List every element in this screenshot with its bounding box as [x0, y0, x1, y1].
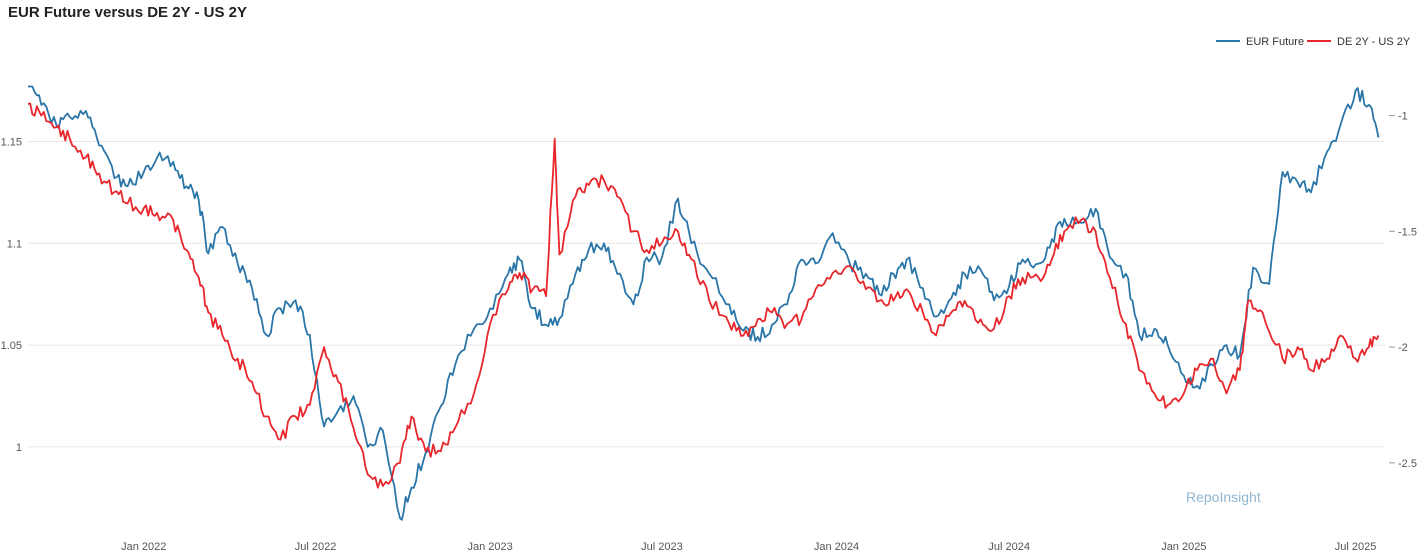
- x-tick-jul-2024: Jul 2024: [988, 541, 1030, 553]
- legend[interactable]: EUR Future DE 2Y - US 2Y: [1216, 36, 1411, 48]
- x-tick-jan-2022: Jan 2022: [121, 541, 166, 553]
- watermark: RepoInsight: [1186, 489, 1261, 505]
- x-tick-jul-2023: Jul 2023: [641, 541, 683, 553]
- legend-label-eur-future[interactable]: EUR Future: [1246, 36, 1304, 48]
- series-lines: [27, 85, 1380, 521]
- y-right-tick-2-5: -2.5: [1398, 458, 1417, 470]
- y-left-tick-1-1: 1.1: [7, 238, 22, 250]
- chart-title: EUR Future versus DE 2Y - US 2Y: [8, 4, 247, 21]
- x-tick-jan-2024: Jan 2024: [814, 541, 859, 553]
- y-left-tick-1-15: 1.15: [1, 136, 22, 148]
- series-line-eur-future[interactable]: [27, 85, 1380, 521]
- y-right-tick-1: -1: [1398, 111, 1408, 123]
- y-left-tick-1: 1: [16, 442, 22, 454]
- x-tick-jan-2023: Jan 2023: [468, 541, 513, 553]
- y-axis-right-labels: -1 -1.5 -2 -2.5: [1389, 111, 1417, 470]
- y-right-tick-2: -2: [1398, 342, 1408, 354]
- y-right-tick-1-5: -1.5: [1398, 226, 1417, 238]
- y-left-tick-1-05: 1.05: [1, 340, 22, 352]
- x-tick-jan-2025: Jan 2025: [1161, 541, 1206, 553]
- series-line-de-2y-us-2y[interactable]: [27, 102, 1380, 489]
- x-axis-labels: Jan 2022 Jul 2022 Jan 2023 Jul 2023 Jan 2024…: [121, 541, 1376, 553]
- y-axis-left-labels: 1 1.05 1.1 1.15: [1, 136, 22, 453]
- legend-label-de2y-us2y[interactable]: DE 2Y - US 2Y: [1337, 36, 1411, 48]
- gridlines: [28, 140, 1385, 448]
- x-tick-jul-2022: Jul 2022: [295, 541, 337, 553]
- x-tick-jul-2025: Jul 2025: [1335, 541, 1377, 553]
